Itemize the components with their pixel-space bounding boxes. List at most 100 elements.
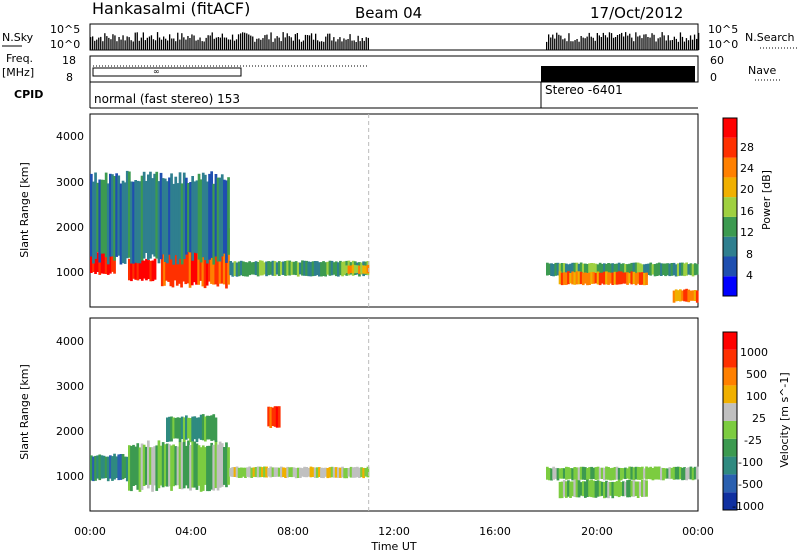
heatmap-cell xyxy=(343,468,346,479)
heatmap-cell xyxy=(339,467,342,478)
nsky-bar xyxy=(655,41,657,50)
heatmap-cell xyxy=(590,263,593,276)
nsky-bar xyxy=(600,37,602,50)
heatmap-cell xyxy=(571,271,574,285)
heatmap-cell xyxy=(296,262,300,277)
heatmap-cell xyxy=(617,262,621,276)
heatmap-cell xyxy=(603,271,606,285)
heatmap-cell xyxy=(584,481,587,498)
heatmap-cell xyxy=(341,466,344,478)
heatmap-cell xyxy=(586,264,589,277)
heatmap-cell xyxy=(109,173,112,257)
heatmap-cell xyxy=(624,272,627,284)
nsky-bar xyxy=(623,36,625,50)
heatmap-cell xyxy=(638,467,642,480)
heatmap-cell xyxy=(178,441,182,489)
power-panel: Slant Range [km] 4000 3000 2000 1000 28 … xyxy=(18,113,773,308)
heatmap-cell xyxy=(315,261,319,276)
heatmap-cell xyxy=(223,179,226,254)
heatmap-cell xyxy=(185,415,188,440)
nsky-bar xyxy=(240,33,242,50)
heatmap-cell xyxy=(689,290,693,301)
heatmap-cell xyxy=(180,416,184,440)
heatmap-cell xyxy=(225,180,228,263)
heatmap-cell xyxy=(315,467,319,478)
heatmap-cell xyxy=(271,467,275,477)
heatmap-cell xyxy=(573,479,577,497)
heatmap-cell xyxy=(560,272,564,286)
velocity-panel: Slant Range [km] 4000 3000 2000 1000 100… xyxy=(18,317,791,513)
heatmap-cell xyxy=(267,468,270,477)
nsky-bar xyxy=(175,41,177,50)
nsky-bar xyxy=(104,33,106,50)
colorbar-frame xyxy=(722,117,738,297)
heatmap-cell xyxy=(341,261,344,277)
velocity-ytick: 2000 xyxy=(56,425,84,438)
cpid-label: CPID xyxy=(14,88,43,101)
heatmap-cell xyxy=(248,466,251,478)
heatmap-cell xyxy=(586,468,589,481)
heatmap-cell xyxy=(588,467,591,480)
heatmap-cell xyxy=(246,467,249,477)
heatmap-cell xyxy=(565,272,568,285)
heatmap-cell xyxy=(611,467,615,481)
heatmap-cell xyxy=(242,467,245,477)
power-ytick: 2000 xyxy=(56,221,84,234)
colorbar-swatch xyxy=(723,256,737,277)
heatmap-cell xyxy=(227,447,230,485)
heatmap-cell xyxy=(155,171,159,259)
heatmap-cell xyxy=(645,480,648,497)
heatmap-cell xyxy=(174,446,178,486)
heatmap-cell xyxy=(178,172,182,259)
nsky-bar xyxy=(163,36,165,50)
heatmap-cell xyxy=(233,261,237,276)
heatmap-cell xyxy=(643,479,646,497)
heatmap-cell xyxy=(309,261,313,277)
heatmap-cell xyxy=(630,466,634,480)
heatmap-cell xyxy=(180,183,184,265)
heatmap-cell xyxy=(611,272,615,285)
heatmap-cell xyxy=(204,416,207,442)
nsky-bar xyxy=(552,34,554,50)
heatmap-cell xyxy=(309,466,313,478)
heatmap-cell xyxy=(136,180,140,264)
heatmap-cell xyxy=(609,263,612,275)
heatmap-cell xyxy=(155,445,159,491)
heatmap-cell xyxy=(567,264,570,275)
heatmap-cell xyxy=(609,482,612,496)
heatmap-cell xyxy=(210,442,213,490)
heatmap-cell xyxy=(163,444,167,487)
heatmap-cell xyxy=(693,466,697,480)
nsky-bar xyxy=(641,38,643,50)
heatmap-cell xyxy=(252,467,256,477)
heatmap-cell xyxy=(174,176,178,256)
nsky-bar xyxy=(556,32,558,50)
heatmap-cell xyxy=(693,263,697,276)
heatmap-cell xyxy=(149,260,153,282)
heatmap-cell xyxy=(353,467,357,478)
power-ylabel: Slant Range [km] xyxy=(18,162,31,258)
heatmap-cell xyxy=(115,456,118,478)
heatmap-cell xyxy=(358,467,361,478)
heatmap-cell xyxy=(136,259,140,281)
heatmap-cell xyxy=(104,456,108,478)
heatmap-cell xyxy=(546,466,549,480)
heatmap-cell xyxy=(102,250,106,274)
heatmap-cell xyxy=(132,260,135,279)
power-cb-tick: 12 xyxy=(740,226,754,239)
heatmap-cell xyxy=(651,264,655,275)
nsky-bar xyxy=(132,41,134,50)
heatmap-cell xyxy=(581,263,585,275)
heatmap-cell xyxy=(193,416,197,440)
heatmap-cell xyxy=(206,181,209,264)
heatmap-cell xyxy=(269,406,273,428)
heatmap-cell xyxy=(233,467,237,477)
heatmap-cell xyxy=(111,456,114,481)
heatmap-cell xyxy=(216,177,220,262)
heatmap-cell xyxy=(668,467,672,480)
heatmap-cell xyxy=(343,265,346,274)
nsky-bar xyxy=(156,32,159,50)
heatmap-cell xyxy=(550,263,553,276)
heatmap-cell xyxy=(94,250,97,274)
nsky-bar xyxy=(341,41,343,50)
